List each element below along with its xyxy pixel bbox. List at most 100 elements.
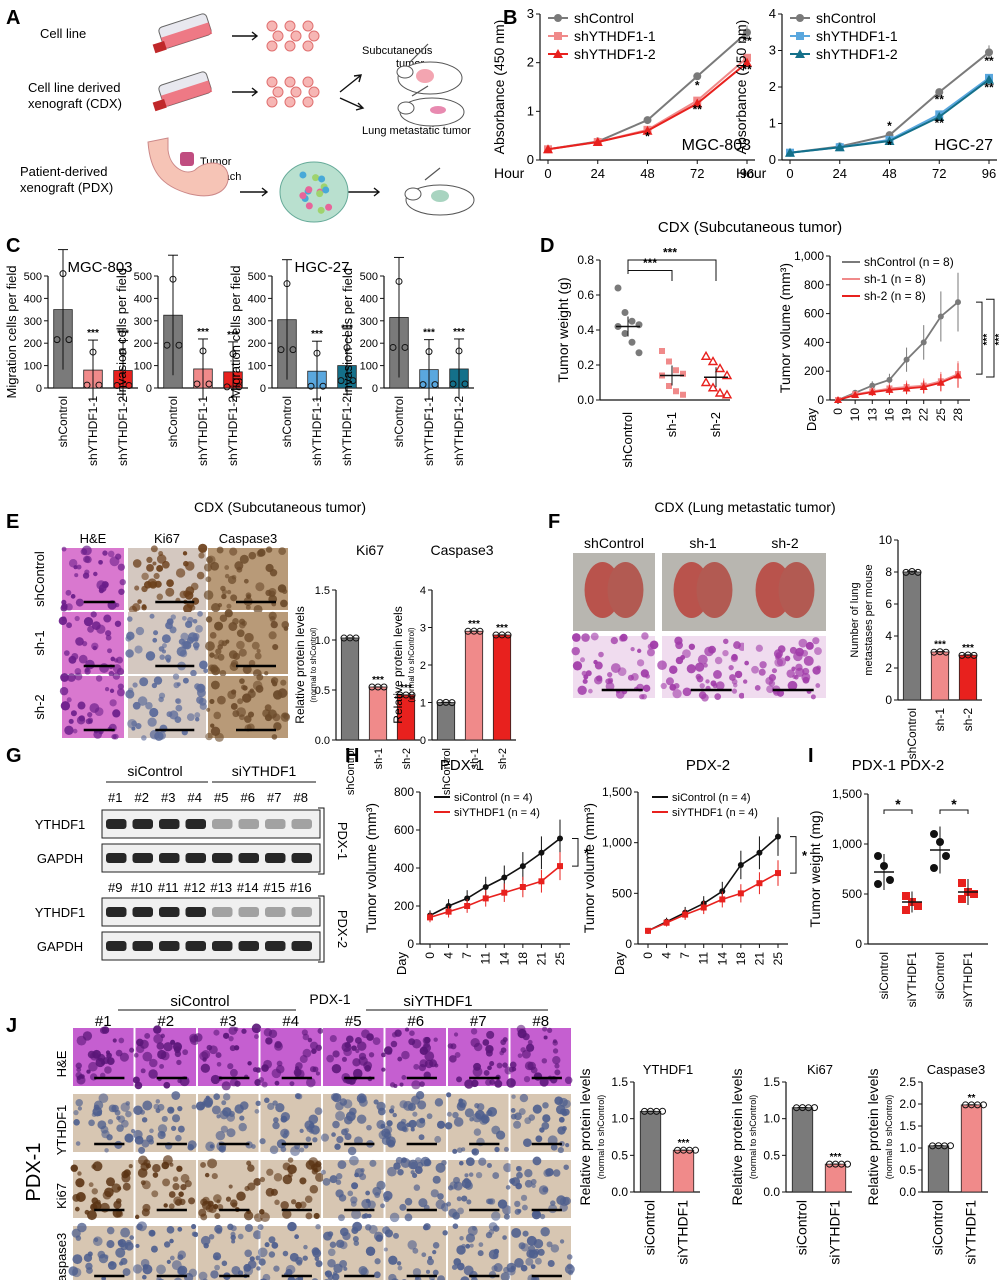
nucleus xyxy=(256,1266,261,1271)
nucleus xyxy=(98,584,107,592)
nucleus xyxy=(397,1056,403,1062)
x-tick-label: siControl xyxy=(933,952,947,999)
legend-label: shYTHDF1-1 xyxy=(816,28,898,44)
nucleus xyxy=(368,1052,375,1058)
nucleus xyxy=(228,1026,238,1035)
nucleus xyxy=(354,1172,359,1178)
nucleus xyxy=(72,728,78,734)
nucleus xyxy=(72,1193,81,1202)
nucleus xyxy=(346,1035,354,1044)
nucleus xyxy=(258,1258,266,1266)
significance-stars: *** xyxy=(663,246,677,260)
lane-label: #4 xyxy=(188,790,202,805)
nucleus xyxy=(789,646,797,654)
significance-stars: *** xyxy=(423,328,435,339)
nucleus xyxy=(141,572,149,581)
data-point xyxy=(628,338,636,346)
nucleus xyxy=(273,1172,283,1182)
nucleus xyxy=(66,622,72,629)
nucleus xyxy=(211,1105,221,1115)
nucleus xyxy=(209,631,217,639)
nucleus xyxy=(268,590,276,598)
nucleus xyxy=(452,1212,460,1220)
nucleus xyxy=(148,1069,158,1079)
x-tick-label: 24 xyxy=(833,166,847,181)
y-tick-label: 200 xyxy=(394,899,414,913)
nucleus xyxy=(563,1164,569,1170)
nucleus xyxy=(151,682,158,689)
nucleus xyxy=(496,1062,503,1069)
nucleus xyxy=(254,1108,260,1114)
nucleus xyxy=(452,1223,459,1230)
x-tick-label: siYTHDF1 xyxy=(675,1200,691,1265)
data-point xyxy=(970,651,978,659)
nucleus xyxy=(503,1213,510,1220)
y-axis-sublabel: (normal to shControl) xyxy=(407,627,416,702)
nucleus xyxy=(186,713,195,721)
nucleus xyxy=(412,1111,418,1117)
lung-lobe xyxy=(607,562,644,618)
nucleus xyxy=(133,1129,143,1140)
y-axis-label: Tumor volume (mm³) xyxy=(363,803,379,933)
nucleus xyxy=(153,676,163,685)
nucleus xyxy=(478,1242,484,1247)
nucleus xyxy=(148,1139,155,1145)
nucleus xyxy=(696,675,704,683)
nucleus xyxy=(502,1235,507,1240)
x-tick-label: shControl xyxy=(441,748,453,795)
significance-stars: *** xyxy=(678,1138,690,1149)
nucleus xyxy=(191,1104,197,1110)
nucleus xyxy=(516,1171,523,1179)
data-point xyxy=(113,382,121,390)
bar xyxy=(340,637,360,741)
legend-marker xyxy=(554,14,562,22)
x-tick-label: 21 xyxy=(534,952,548,966)
blot-band xyxy=(291,941,312,951)
nucleus xyxy=(169,1107,174,1112)
nucleus xyxy=(241,1028,247,1034)
nucleus xyxy=(239,678,245,684)
data-point xyxy=(642,125,653,135)
nucleus xyxy=(262,1273,271,1280)
nucleus xyxy=(85,1262,93,1270)
y-axis-label: Migration cells per field xyxy=(4,266,19,399)
nucleus xyxy=(515,1182,523,1190)
nucleus xyxy=(205,641,215,651)
y-axis-sublabel: (normal to shControl) xyxy=(309,627,318,702)
significance-stars: * xyxy=(645,130,650,144)
y-tick-label: 0 xyxy=(625,937,632,951)
nucleus xyxy=(134,1081,143,1090)
nucleus xyxy=(134,585,140,591)
lane-label: #16 xyxy=(290,880,312,895)
nucleus xyxy=(157,1103,165,1111)
x-tick-label: shControl xyxy=(392,396,406,447)
nucleus xyxy=(424,1051,435,1062)
data-point xyxy=(193,380,201,388)
nucleus xyxy=(660,682,667,690)
y-tick-label: 10 xyxy=(879,533,893,547)
nucleus xyxy=(615,690,625,699)
nucleus xyxy=(72,1254,83,1265)
data-point xyxy=(756,849,763,856)
x-axis-prefix: Hour xyxy=(736,165,767,181)
nucleus xyxy=(452,1111,459,1119)
x-tick-label: shYTHDF1-2 xyxy=(340,396,354,466)
nucleus xyxy=(331,1063,342,1074)
nucleus xyxy=(729,674,736,681)
nucleus xyxy=(446,1201,452,1207)
nucleus xyxy=(312,1137,318,1143)
data-point xyxy=(501,889,508,896)
data-point xyxy=(942,852,950,860)
x-tick-label: siControl xyxy=(877,952,891,999)
nucleus xyxy=(607,677,614,683)
data-point xyxy=(235,383,243,391)
nucleus xyxy=(308,1114,319,1125)
y-tick-label: 400 xyxy=(24,293,42,305)
nucleus xyxy=(280,1146,287,1153)
nucleus xyxy=(793,651,803,662)
x-tick-label: shControl xyxy=(620,412,635,468)
cell-icon xyxy=(284,20,296,32)
nucleus xyxy=(313,1167,319,1173)
nucleus xyxy=(135,1243,140,1249)
nucleus xyxy=(193,1033,203,1042)
